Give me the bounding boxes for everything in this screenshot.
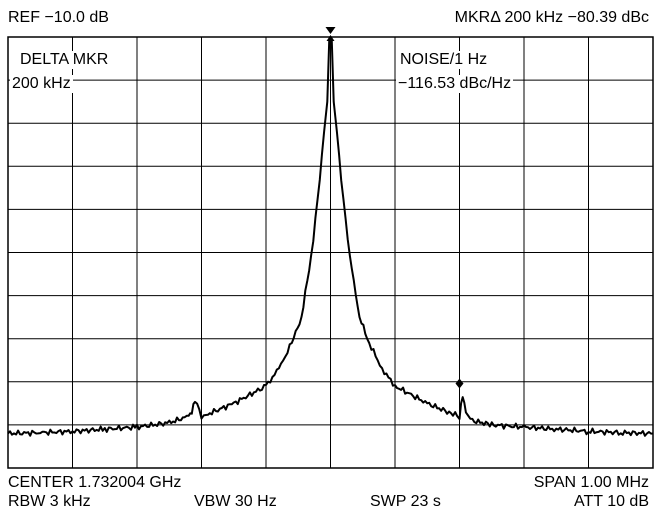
attenuation-setting: ATT 10 dB <box>574 493 649 510</box>
span-setting: SPAN 1.00 MHz <box>533 474 649 491</box>
center-frequency: CENTER 1.732004 GHz <box>8 474 182 491</box>
noise-value: −116.53 dBc/Hz <box>396 75 514 93</box>
marker-delta <box>455 378 464 389</box>
delta-marker-value: 200 kHz <box>10 75 73 93</box>
marker-layer <box>325 27 464 389</box>
reference-level: REF −10.0 dB <box>8 9 109 26</box>
marker-reference <box>325 27 336 41</box>
vbw-setting: VBW 30 Hz <box>194 493 277 510</box>
marker-delta-readout: MKRΔ 200 kHz −80.39 dBc <box>454 9 649 26</box>
sweep-time: SWP 23 s <box>370 493 441 510</box>
graticule-grid <box>7 36 654 469</box>
rbw-setting: RBW 3 kHz <box>8 493 91 510</box>
noise-title: NOISE/1 Hz <box>398 51 490 69</box>
delta-marker-title: DELTA MKR <box>18 51 111 69</box>
